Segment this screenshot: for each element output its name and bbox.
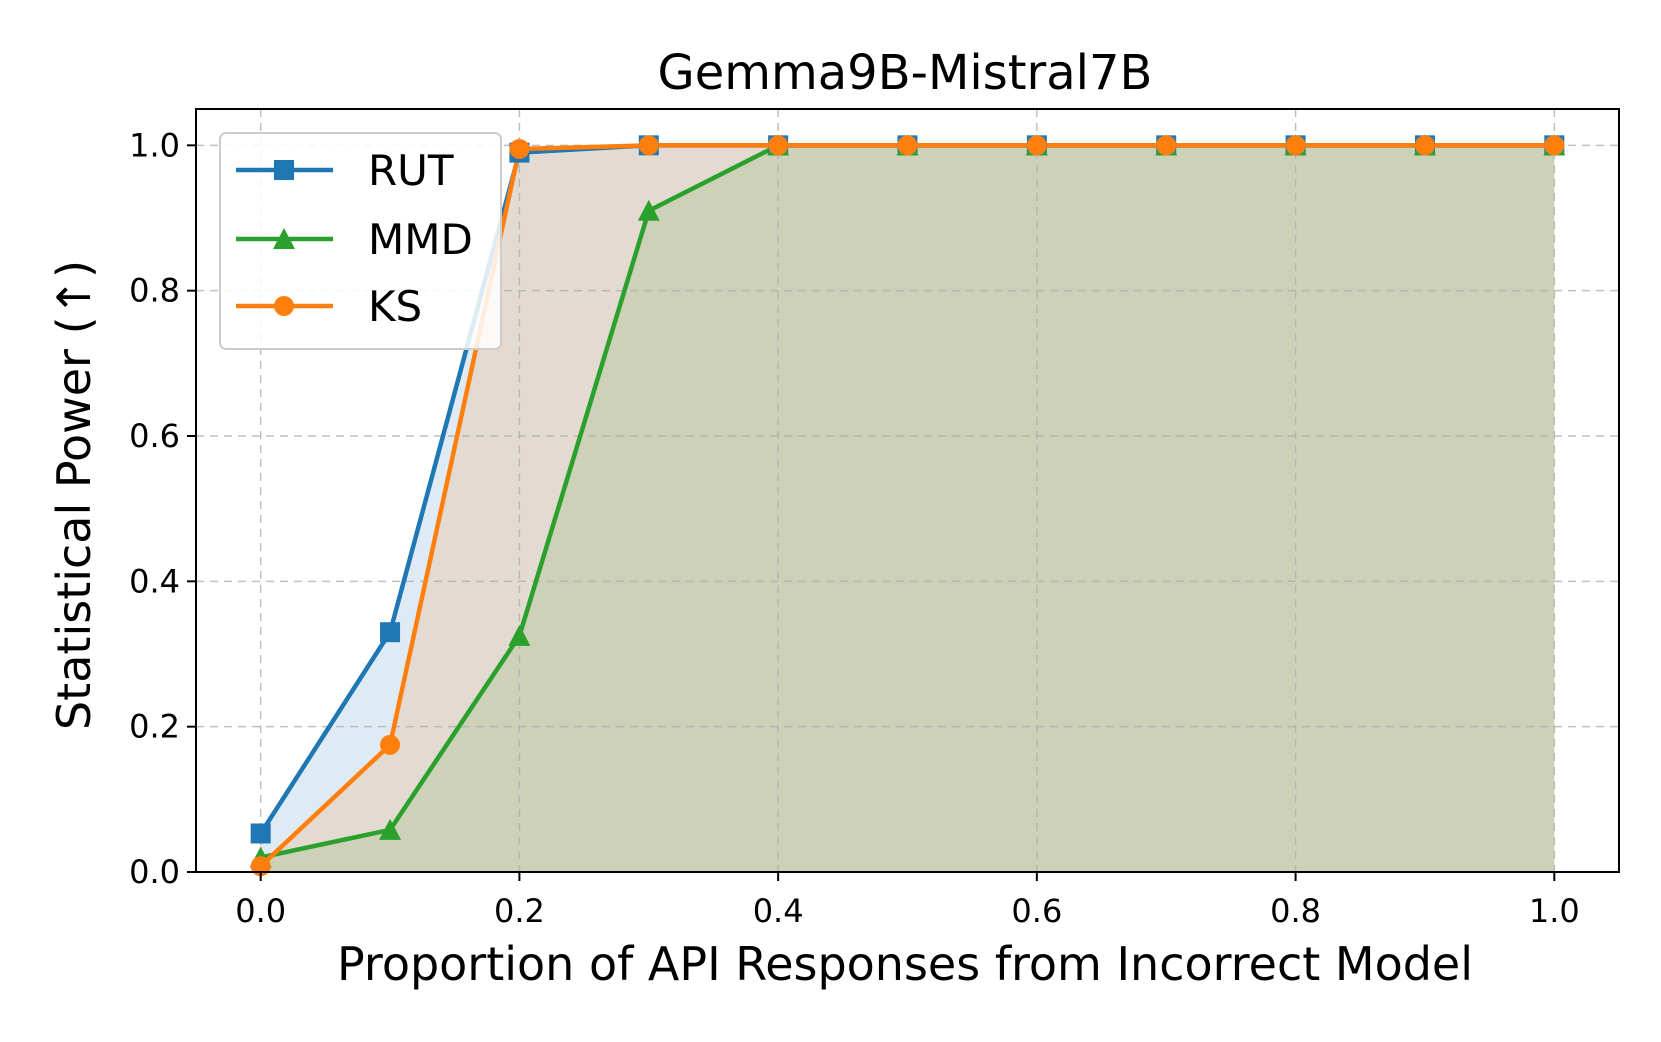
data-point-ks: [768, 135, 789, 156]
x-tick-label: 0.4: [753, 892, 804, 930]
x-axis-label: Proportion of API Responses from Incorre…: [337, 937, 1473, 991]
y-tick-label: 0.2: [129, 708, 180, 746]
plot-frame: [195, 108, 1620, 873]
data-point-ks: [509, 138, 530, 159]
data-point-rut: [250, 823, 271, 844]
y-tick-label: 0.8: [129, 272, 180, 310]
x-tick-label: 0.0: [235, 892, 286, 930]
legend-label-rut: RUT: [368, 146, 454, 195]
legend-box: [219, 132, 502, 350]
data-point-rut: [380, 622, 401, 643]
chart-title: Gemma9B-Mistral7B: [658, 45, 1153, 101]
data-point-ks: [1285, 135, 1306, 156]
y-tick-label: 1.0: [129, 126, 180, 164]
data-point-ks: [638, 135, 659, 156]
y-tick-label: 0.0: [129, 853, 180, 891]
data-point-ks: [380, 734, 401, 755]
data-point-ks: [1544, 135, 1565, 156]
legend-entry-rut: RUT: [236, 146, 454, 195]
legend-entry-mmd: MMD: [236, 215, 473, 264]
markers-layer: [249, 134, 1566, 877]
x-tick-label: 0.8: [1270, 892, 1321, 930]
y-tick-label: 0.6: [129, 417, 180, 455]
legend-marker-triangle-icon: [273, 228, 295, 249]
data-point-ks: [897, 135, 918, 156]
legend-label-ks: KS: [368, 282, 422, 331]
data-point-ks: [1156, 135, 1177, 156]
x-tick-label: 0.2: [494, 892, 545, 930]
x-tick-label: 1.0: [1529, 892, 1580, 930]
data-point-mmd: [379, 818, 402, 840]
legend: RUT MMD KS: [219, 132, 502, 350]
legend-label-mmd: MMD: [368, 215, 473, 264]
x-tick-label: 0.6: [1011, 892, 1062, 930]
legend-entry-ks: KS: [236, 282, 422, 331]
area-fill-mmd: [260, 145, 1555, 873]
data-point-ks: [1026, 135, 1047, 156]
grid-layer: [196, 109, 1619, 873]
fills-layer: [260, 145, 1555, 873]
data-point-ks: [1414, 135, 1435, 156]
legend-marker-square-icon: [274, 160, 294, 180]
legend-marker-circle-icon: [274, 296, 294, 316]
data-point-mmd: [637, 199, 660, 221]
ticks-layer: 0.0 0.2 0.4 0.6 0.8 1.0 0.0 0.2 0.4 0.6 0.8 1.0: [129, 126, 1580, 930]
data-point-mmd: [508, 624, 531, 646]
y-tick-label: 0.4: [129, 562, 180, 600]
area-fill-rut: [260, 145, 1555, 873]
area-fill-ks: [260, 145, 1555, 873]
y-axis-label: Statistical Power (↑): [47, 260, 101, 730]
